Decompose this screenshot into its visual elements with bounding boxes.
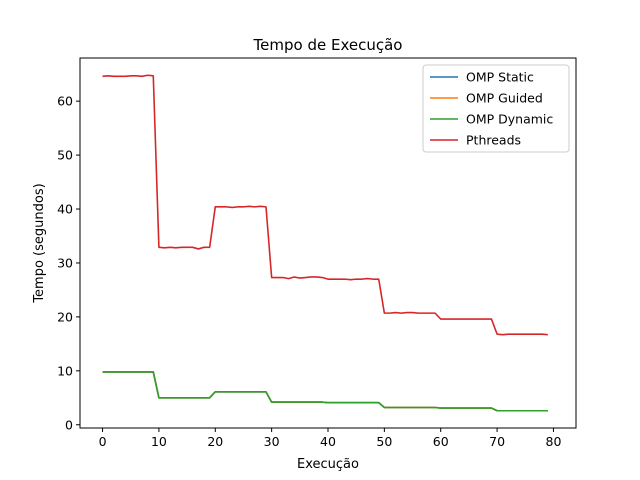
- x-tick-label: 20: [207, 434, 223, 449]
- legend-entry: OMP Guided: [466, 91, 543, 106]
- y-tick-label: 40: [57, 202, 73, 217]
- y-tick-label: 60: [57, 94, 73, 109]
- legend-entry: OMP Dynamic: [466, 112, 553, 127]
- x-tick-label: 70: [489, 434, 505, 449]
- series-line-omp-dynamic: [102, 371, 548, 412]
- x-axis-label: Execução: [297, 457, 359, 472]
- x-tick-label: 40: [320, 434, 336, 449]
- y-tick-label: 30: [57, 255, 73, 270]
- y-axis-label: Tempo (segundos): [32, 183, 47, 303]
- x-tick-label: 50: [376, 434, 392, 449]
- plot-lines: [102, 74, 548, 412]
- series-line-pthreads: [102, 74, 548, 336]
- legend-box: [422, 64, 570, 153]
- chart-title: Tempo de Execução: [253, 36, 403, 54]
- x-tick-label: 80: [546, 434, 562, 449]
- legend-entry: OMP Static: [466, 70, 534, 85]
- series-line-omp-static: [102, 371, 548, 412]
- y-tick-label: 50: [57, 148, 73, 163]
- y-tick-label: 0: [65, 417, 73, 432]
- legend-entry: Pthreads: [466, 133, 521, 148]
- y-tick-label: 20: [57, 309, 73, 324]
- y-tick-label: 10: [57, 363, 73, 378]
- legend: OMP Static OMP Guided OMP Dynamic Pthreads: [422, 64, 570, 153]
- x-axis: 0 10 20 30 40 50 60 70 80: [99, 428, 562, 449]
- x-tick-label: 10: [151, 434, 167, 449]
- x-tick-label: 0: [99, 434, 107, 449]
- series-line-omp-guided: [102, 371, 548, 412]
- x-tick-label: 30: [264, 434, 280, 449]
- y-axis: 0 10 20 30 40 50 60: [57, 94, 80, 432]
- x-tick-label: 60: [433, 434, 449, 449]
